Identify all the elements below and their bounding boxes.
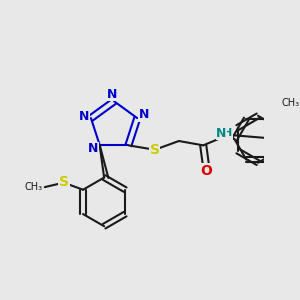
Text: S: S xyxy=(59,175,69,189)
Text: CH₃: CH₃ xyxy=(25,182,43,192)
Text: N: N xyxy=(88,142,98,155)
Text: CH₃: CH₃ xyxy=(282,98,300,108)
Text: O: O xyxy=(200,164,212,178)
Text: N: N xyxy=(79,110,89,123)
Text: N: N xyxy=(216,127,227,140)
Text: N: N xyxy=(139,108,149,121)
Text: S: S xyxy=(149,143,160,157)
Text: H: H xyxy=(223,128,232,138)
Text: N: N xyxy=(107,88,118,101)
